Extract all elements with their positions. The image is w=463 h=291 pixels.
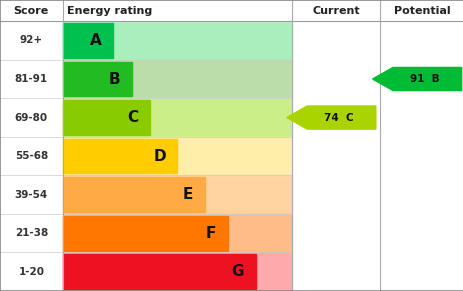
Text: 92+: 92+ (20, 36, 43, 45)
Bar (63, 177, 205, 212)
Polygon shape (372, 68, 461, 91)
Text: A: A (90, 33, 101, 48)
Text: C: C (127, 110, 138, 125)
Bar (63, 175, 292, 214)
Text: F: F (206, 226, 216, 241)
Text: 74  C: 74 C (323, 113, 353, 123)
Bar (63, 216, 227, 251)
Text: E: E (183, 187, 193, 202)
Text: B: B (108, 72, 119, 86)
Bar (0, 0, 463, 21)
Polygon shape (286, 106, 375, 129)
Bar (63, 23, 113, 58)
Bar (63, 62, 131, 96)
Bar (63, 139, 177, 173)
Text: Potential: Potential (393, 6, 450, 16)
Text: 55-68: 55-68 (15, 151, 48, 161)
Text: 1-20: 1-20 (18, 267, 44, 277)
Bar (63, 100, 150, 135)
Text: Energy rating: Energy rating (67, 6, 152, 16)
Text: D: D (153, 149, 165, 164)
Text: G: G (231, 264, 244, 279)
Bar (63, 60, 292, 98)
Text: 21-38: 21-38 (15, 228, 48, 238)
Bar (63, 98, 292, 137)
Text: Score: Score (14, 6, 49, 16)
Bar (63, 21, 292, 60)
Bar (63, 137, 292, 175)
Bar (63, 254, 255, 289)
Text: 81-91: 81-91 (15, 74, 48, 84)
Text: 69-80: 69-80 (15, 113, 48, 123)
Bar (63, 214, 292, 253)
Text: 39-54: 39-54 (15, 190, 48, 200)
Text: 91  B: 91 B (409, 74, 438, 84)
Text: Current: Current (312, 6, 359, 16)
Bar (63, 253, 292, 291)
